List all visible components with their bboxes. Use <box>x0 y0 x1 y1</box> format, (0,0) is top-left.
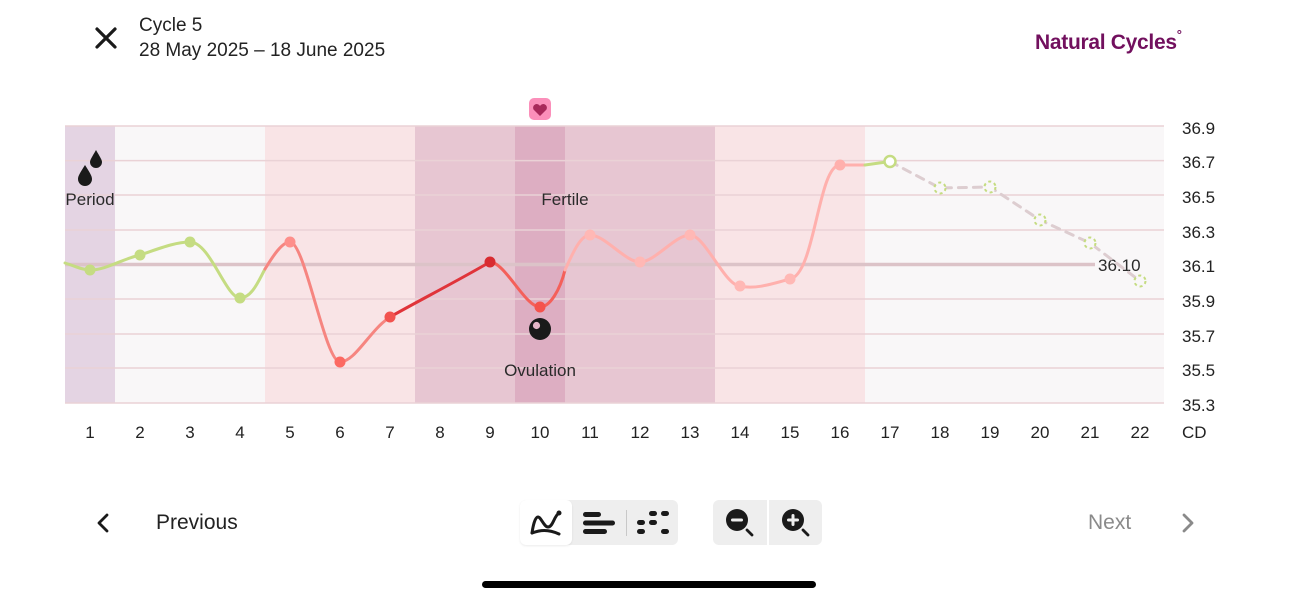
point-day-17[interactable] <box>883 154 897 169</box>
previous-label: Previous <box>156 511 238 534</box>
ovulation-egg-icon <box>529 318 551 340</box>
x-tick: 6 <box>335 423 344 442</box>
chevron-right-icon <box>1182 513 1194 533</box>
next-cycle-button[interactable]: Next <box>1088 506 1199 540</box>
zoom-divider <box>767 500 769 545</box>
temperature-points <box>84 154 897 368</box>
drops-icon <box>78 150 102 186</box>
x-tick: 12 <box>631 423 650 442</box>
predicted-point-day-21 <box>1083 236 1097 250</box>
x-tick: 4 <box>235 423 244 442</box>
bar-list-icon <box>583 511 615 534</box>
x-tick: 2 <box>135 423 144 442</box>
y-axis: 36.9 36.7 36.5 36.3 36.1 35.9 35.7 35.5 … <box>1182 119 1215 415</box>
point-day-16[interactable] <box>834 159 846 171</box>
y-tick: 35.7 <box>1182 327 1215 346</box>
x-axis: 1 2 3 4 5 6 7 8 9 10 11 12 13 14 15 16 1… <box>85 423 1206 442</box>
line-graph-view-button[interactable] <box>520 500 572 545</box>
point-day-14[interactable] <box>734 280 746 292</box>
zoom-in-icon <box>781 508 809 536</box>
close-button[interactable] <box>92 24 120 52</box>
y-tick: 36.7 <box>1182 153 1215 172</box>
heart-marker[interactable] <box>529 98 551 120</box>
x-tick: 10 <box>531 423 550 442</box>
y-tick: 35.9 <box>1182 292 1215 311</box>
predicted-point-day-18 <box>933 181 947 195</box>
x-tick: 1 <box>85 423 94 442</box>
x-tick: 21 <box>1081 423 1100 442</box>
brand-mark: ° <box>1176 27 1182 42</box>
fertile-label: Fertile <box>541 190 588 209</box>
heart-icon <box>533 104 547 116</box>
point-day-3[interactable] <box>184 236 196 248</box>
chevron-left-icon <box>97 513 109 533</box>
x-tick: 8 <box>435 423 444 442</box>
toggle-divider <box>626 509 627 536</box>
previous-cycle-button[interactable]: Previous <box>92 506 238 540</box>
close-icon <box>95 27 117 49</box>
gridlines <box>65 125 1164 404</box>
x-tick: 20 <box>1031 423 1050 442</box>
y-tick: 36.3 <box>1182 223 1215 242</box>
y-tick: 35.5 <box>1182 361 1215 380</box>
predicted-point-day-22 <box>1133 274 1147 288</box>
point-day-7[interactable] <box>384 311 396 323</box>
temperature-chart[interactable]: 36.10 Period Fertile Ovulation <box>0 90 1298 450</box>
zoom-out-icon <box>726 508 754 536</box>
x-axis-label: CD <box>1182 423 1207 442</box>
point-day-5[interactable] <box>284 236 296 248</box>
period-label: Period <box>65 190 114 209</box>
x-tick: 9 <box>485 423 494 442</box>
x-tick: 5 <box>285 423 294 442</box>
predicted-point-day-19 <box>983 180 997 194</box>
y-tick: 36.1 <box>1182 257 1215 276</box>
x-tick: 3 <box>185 423 194 442</box>
zoom-controls <box>713 500 822 545</box>
brand-name: Natural Cycles <box>1035 31 1177 54</box>
cycle-date-range: 28 May 2025 – 18 June 2025 <box>139 40 386 61</box>
brand-logo: Natural Cycles° <box>1035 27 1182 55</box>
predicted-points <box>933 180 1147 288</box>
y-tick: 35.3 <box>1182 396 1215 415</box>
point-day-9[interactable] <box>484 256 496 268</box>
x-tick: 16 <box>831 423 850 442</box>
cycle-title: Cycle 5 <box>139 15 203 36</box>
y-tick: 36.9 <box>1182 119 1215 138</box>
point-day-13[interactable] <box>684 229 696 241</box>
home-indicator[interactable] <box>482 581 816 588</box>
point-day-4[interactable] <box>234 292 246 304</box>
line-graph-icon <box>530 510 562 535</box>
point-day-12[interactable] <box>634 256 646 268</box>
point-day-1[interactable] <box>84 264 96 276</box>
x-tick: 13 <box>681 423 700 442</box>
x-tick: 22 <box>1131 423 1150 442</box>
point-day-11[interactable] <box>584 229 596 241</box>
x-tick: 7 <box>385 423 394 442</box>
point-day-6[interactable] <box>334 356 346 368</box>
x-tick: 17 <box>881 423 900 442</box>
ovulation-label: Ovulation <box>504 361 576 380</box>
view-toggle <box>520 500 678 545</box>
zoom-in-button[interactable] <box>769 500 822 545</box>
x-tick: 11 <box>581 423 599 442</box>
next-label: Next <box>1088 511 1132 534</box>
point-day-10[interactable] <box>534 301 546 313</box>
y-tick: 36.5 <box>1182 188 1215 207</box>
point-day-2[interactable] <box>134 249 146 261</box>
x-tick: 15 <box>781 423 800 442</box>
predicted-point-day-20 <box>1033 213 1047 227</box>
x-tick: 18 <box>931 423 950 442</box>
bar-list-view-button[interactable] <box>572 500 626 545</box>
point-day-15[interactable] <box>784 273 796 285</box>
dot-scatter-view-button[interactable] <box>627 500 678 545</box>
dot-scatter-icon <box>636 510 669 534</box>
x-tick: 19 <box>981 423 1000 442</box>
x-tick: 14 <box>731 423 750 442</box>
zoom-out-button[interactable] <box>713 500 767 545</box>
